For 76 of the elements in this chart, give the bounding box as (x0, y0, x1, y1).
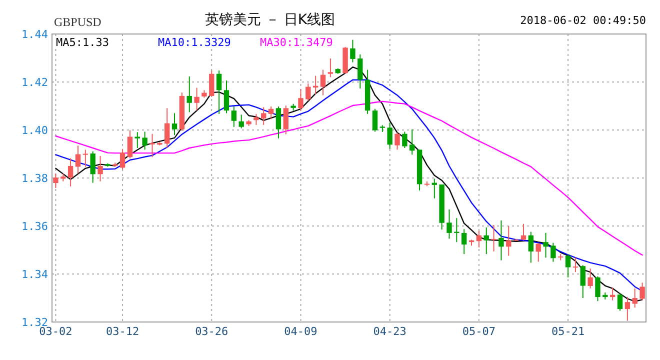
candlestick (550, 242, 556, 262)
candlestick (298, 88, 304, 112)
candlestick (142, 131, 148, 150)
candlestick (261, 106, 266, 126)
line-series (55, 100, 643, 256)
candlestick (536, 242, 541, 262)
candlestick (372, 108, 378, 132)
candlestick (216, 70, 222, 114)
candlestick (498, 220, 504, 261)
candlestick (186, 76, 192, 113)
candlestick (320, 69, 326, 96)
candlestick (134, 132, 140, 148)
text: MA10:1.3329 (158, 36, 231, 49)
candlestick (306, 82, 311, 102)
candlestick (283, 105, 288, 135)
candlestick (127, 130, 133, 159)
candlestick (595, 276, 600, 302)
y-tick-label: 1.36 (22, 220, 48, 233)
candlestick (484, 226, 489, 255)
candlestick (120, 148, 126, 170)
x-tick-label: 05-07 (462, 325, 496, 338)
candlestick (358, 54, 363, 89)
candlestick (461, 228, 467, 255)
candlestick (640, 282, 645, 301)
candlestick (164, 108, 170, 148)
candlestick (98, 155, 103, 182)
candlestick (580, 264, 586, 298)
candlestick (75, 145, 81, 174)
text: MA5:1.33 (56, 36, 109, 49)
candlestick (624, 296, 630, 322)
y-tick-label: 1.40 (22, 124, 48, 137)
candlestick (632, 288, 638, 308)
candlestick (172, 112, 178, 136)
x-tick-label: 04-23 (373, 325, 406, 338)
candlestick (194, 87, 200, 112)
candlestick (402, 131, 408, 148)
candlestick (617, 292, 623, 312)
text: 2018-06-02 00:49:50 (520, 14, 646, 27)
candlestick (350, 39, 356, 63)
x-tick-label: 03-02 (39, 325, 72, 338)
candlestick (276, 106, 282, 139)
y-tick-label: 1.38 (22, 172, 48, 185)
candlestick (238, 114, 244, 129)
candlestick (565, 254, 571, 278)
text: MA30:1.3479 (260, 36, 333, 49)
candlestick (209, 70, 214, 98)
text: GBPUSD (54, 15, 102, 29)
x-tick-label: 05-21 (551, 325, 585, 338)
candlestick (82, 149, 88, 168)
candlestick (446, 208, 452, 240)
candlestick (543, 232, 548, 258)
candlestick (394, 132, 400, 150)
candlestick (328, 58, 334, 78)
y-tick-label: 1.34 (22, 268, 48, 281)
x-tick-label: 04-09 (284, 325, 318, 338)
candlestick (53, 172, 58, 189)
candlestick (254, 113, 259, 126)
candlestick (150, 133, 155, 158)
candlestick (572, 257, 578, 273)
candlestick (387, 122, 392, 150)
chart-title: 英镑美元 － 日K线图 (204, 12, 336, 28)
candlestick (528, 231, 534, 264)
candlestick (588, 268, 593, 289)
candlestick (68, 158, 74, 187)
candlestick (476, 230, 482, 248)
y-tick-label: 1.44 (22, 28, 48, 41)
x-tick-label: 03-26 (195, 325, 228, 338)
y-tick-label: 1.42 (22, 76, 48, 89)
candlestick (506, 226, 512, 256)
candlestick (231, 106, 237, 128)
candlestick (491, 224, 496, 252)
candlestick (90, 150, 96, 184)
candlestick (224, 80, 230, 114)
x-tick-label: 03-12 (106, 325, 140, 338)
candlestick (268, 106, 274, 120)
candlestick (410, 128, 415, 156)
